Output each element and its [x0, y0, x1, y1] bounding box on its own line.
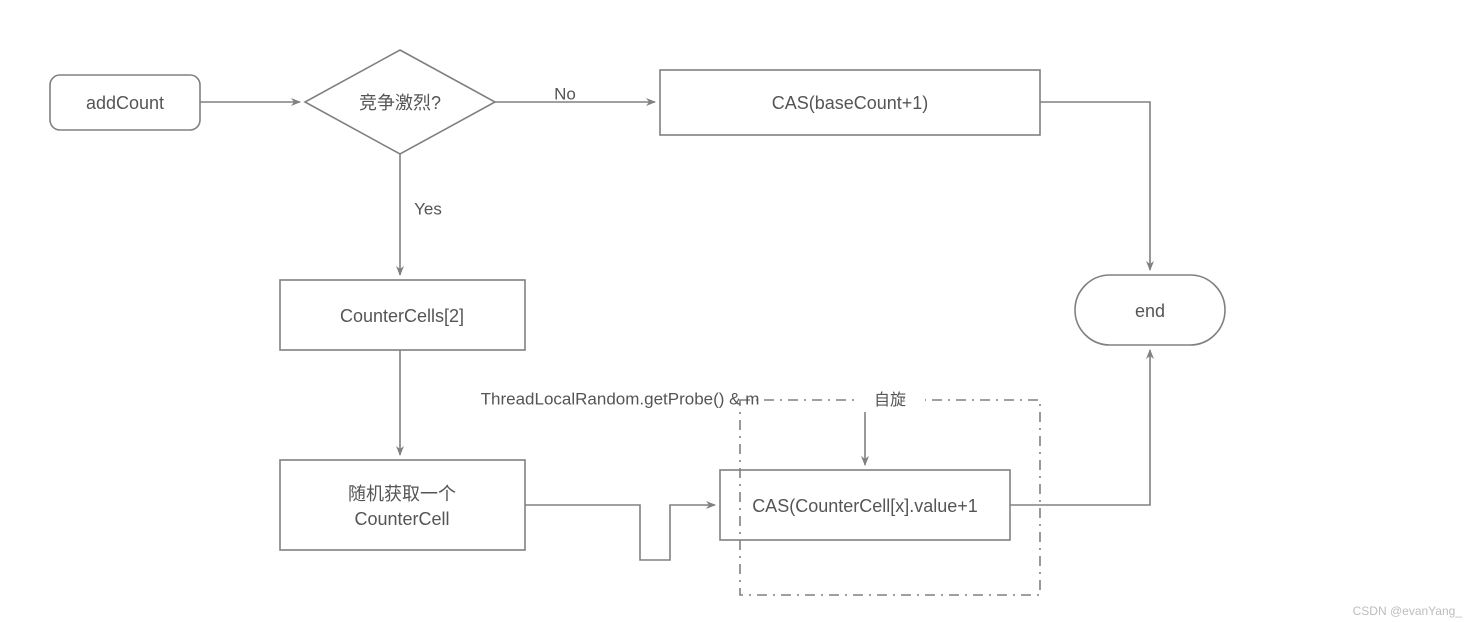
node-cas-basecount-label: CAS(baseCount+1) — [772, 93, 929, 113]
node-decision-label: 竞争激烈? — [359, 93, 441, 113]
watermark: CSDN @evanYang_ — [1353, 604, 1462, 618]
edge-yes-label: Yes — [414, 199, 442, 218]
node-end: end — [1075, 275, 1225, 345]
node-spin-label: 自旋 — [874, 391, 906, 409]
flowchart-canvas: addCount 竞争激烈? CAS(baseCount+1) CounterC… — [0, 0, 1472, 622]
node-cas-countercell-label: CAS(CounterCell[x].value+1 — [752, 496, 978, 516]
node-countercells-label: CounterCells[2] — [340, 306, 464, 326]
node-cas-countercell: CAS(CounterCell[x].value+1 — [720, 470, 1010, 540]
node-countercells: CounterCells[2] — [280, 280, 525, 350]
node-addcount-label: addCount — [86, 93, 164, 113]
node-decision: 竞争激烈? — [305, 50, 495, 154]
node-end-label: end — [1135, 301, 1165, 321]
edge-countercells-random: ThreadLocalRandom.getProbe() & m — [400, 350, 759, 455]
node-spin-box: 自旋 — [740, 388, 1040, 595]
edge-casbase-end — [1040, 102, 1150, 270]
edge-decision-yes: Yes — [400, 154, 442, 275]
node-random-countercell-label2: CounterCell — [354, 509, 449, 529]
edge-no-label: No — [554, 84, 576, 103]
edge-decision-no: No — [495, 84, 655, 103]
edge-cascell-end — [1010, 350, 1150, 505]
edge-random-cascell — [525, 505, 715, 560]
node-random-countercell-label1: 随机获取一个 — [348, 484, 456, 504]
edge-probe-label: ThreadLocalRandom.getProbe() & m — [481, 389, 760, 408]
node-addcount: addCount — [50, 75, 200, 130]
node-random-countercell: 随机获取一个 CounterCell — [280, 460, 525, 550]
node-cas-basecount: CAS(baseCount+1) — [660, 70, 1040, 135]
